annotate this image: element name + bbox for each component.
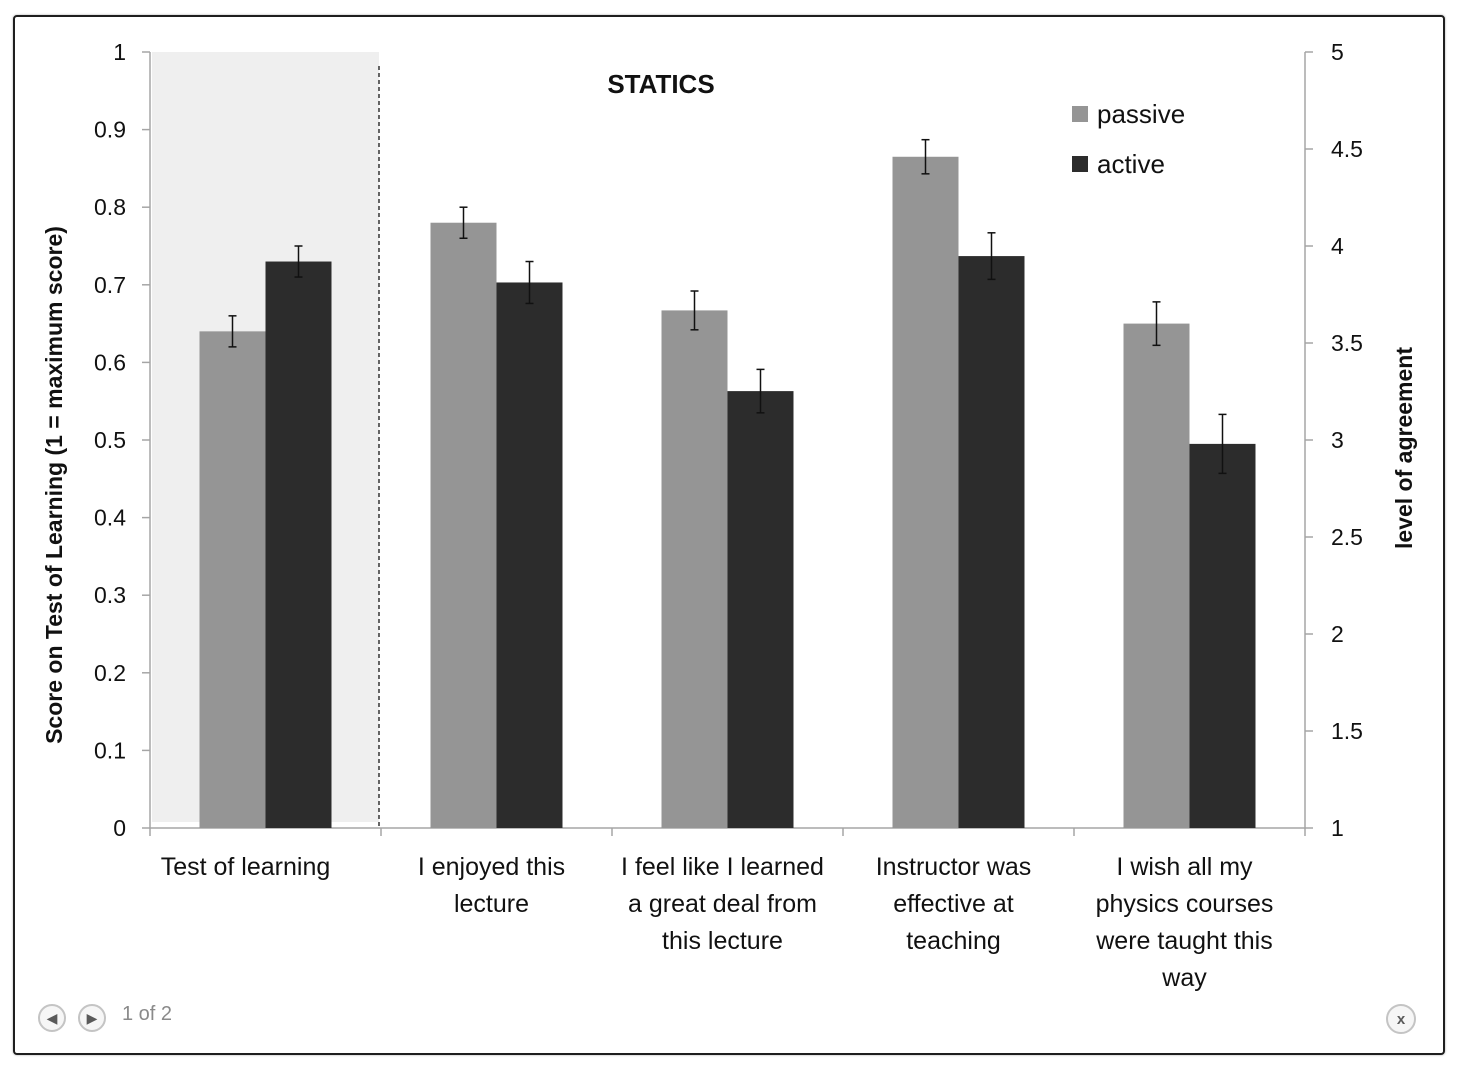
left-axis-tick-label: 0.9 <box>94 117 126 143</box>
bar-passive <box>892 156 959 828</box>
legend-swatch-active <box>1072 156 1088 172</box>
right-axis-tick-label: 1 <box>1331 815 1344 841</box>
bar-active <box>1189 443 1256 828</box>
category-label: way <box>1161 964 1207 992</box>
category-label: a great deal from <box>628 890 817 918</box>
right-axis-title: level of agreement <box>1391 347 1417 549</box>
left-axis-tick-label: 0 <box>113 815 126 841</box>
right-axis-tick-label: 4.5 <box>1331 136 1363 162</box>
left-axis-tick-label: 0.2 <box>94 660 126 686</box>
right-axis-tick-label: 1.5 <box>1331 718 1363 744</box>
bar-active <box>727 391 794 828</box>
chart-title: STATICS <box>607 69 714 99</box>
left-axis-tick-label: 1 <box>113 39 126 65</box>
category-label: this lecture <box>662 927 783 955</box>
category-label: were taught this <box>1095 927 1273 955</box>
left-axis-tick-label: 0.6 <box>94 349 126 375</box>
bar-active <box>496 282 563 828</box>
category-label: effective at <box>893 890 1014 918</box>
page-indicator: 1 of 2 <box>122 1002 173 1025</box>
legend-swatch-passive <box>1072 106 1088 122</box>
arrow-left-icon[interactable]: ◀ <box>38 1004 66 1032</box>
arrow-right-icon[interactable]: ▶ <box>78 1004 106 1032</box>
right-axis-tick-label: 2 <box>1331 621 1344 647</box>
left-axis-tick-label: 0.4 <box>94 505 126 531</box>
bar-active <box>958 256 1025 828</box>
bar-passive <box>430 222 497 829</box>
left-axis-tick-label: 0.3 <box>94 582 126 608</box>
bar-passive <box>661 310 728 829</box>
bar-active <box>265 261 332 828</box>
left-axis-tick-label: 0.7 <box>94 272 126 298</box>
category-label: Test of learning <box>161 853 331 881</box>
left-axis-tick-label: 0.1 <box>94 737 126 763</box>
close-glyph: x <box>1396 1010 1406 1028</box>
category-label: I enjoyed this <box>418 853 565 881</box>
right-axis-tick-label: 3.5 <box>1331 330 1363 356</box>
left-axis-tick-label: 0.5 <box>94 427 126 453</box>
right-axis-tick-label: 2.5 <box>1331 524 1363 550</box>
legend-label-passive: passive <box>1097 99 1185 129</box>
bar-passive <box>199 331 266 828</box>
left-axis-tick-label: 0.8 <box>94 194 126 220</box>
category-label: Instructor was <box>876 853 1032 881</box>
viewer-navigation: ◀ ▶ 1 of 2 <box>38 1000 172 1036</box>
category-label: I feel like I learned <box>621 853 824 881</box>
left-axis-title: Score on Test of Learning (1 = maximum s… <box>41 226 67 744</box>
close-icon[interactable]: x <box>1386 1004 1416 1034</box>
right-axis-tick-label: 4 <box>1331 233 1344 259</box>
right-axis-tick-label: 5 <box>1331 39 1344 65</box>
category-label: physics courses <box>1096 890 1274 918</box>
right-axis-tick-label: 3 <box>1331 427 1344 453</box>
category-label: I wish all my <box>1116 853 1253 881</box>
category-label: lecture <box>454 890 529 918</box>
category-label: teaching <box>906 927 1001 955</box>
bar-passive <box>1123 323 1190 828</box>
legend-label-active: active <box>1097 149 1165 179</box>
